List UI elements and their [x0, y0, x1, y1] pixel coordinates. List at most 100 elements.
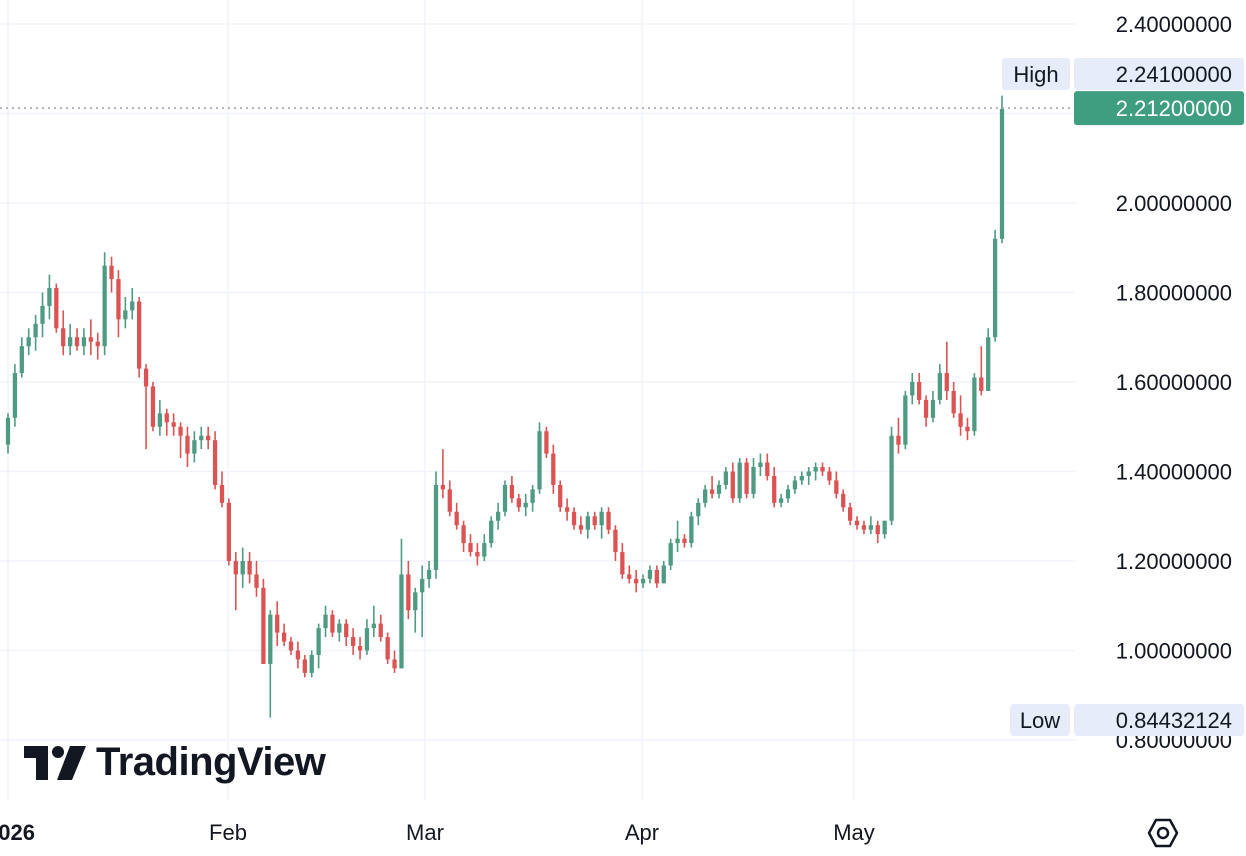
candle-up	[495, 511, 501, 521]
candle-down	[88, 337, 93, 342]
candle-up	[26, 337, 31, 347]
chart-grid	[0, 0, 1075, 800]
time-tick-label: Feb	[209, 820, 247, 845]
candle-up	[426, 569, 432, 579]
candle-up	[12, 373, 18, 418]
candle-down	[178, 426, 183, 436]
time-axis[interactable]: 2026 Feb Mar Apr May	[0, 820, 875, 845]
candle-up	[882, 520, 887, 535]
candle-down	[54, 288, 59, 329]
candle-down	[468, 543, 473, 553]
candle-up	[123, 310, 128, 320]
candle-up	[999, 109, 1005, 239]
candle-up	[889, 435, 894, 521]
settings-button[interactable]	[1146, 816, 1180, 850]
candle-down	[578, 525, 584, 530]
candle-down	[827, 471, 832, 481]
candle-up	[737, 462, 742, 499]
candle-up	[585, 516, 590, 530]
candle-up	[806, 471, 811, 476]
candle-down	[330, 614, 335, 633]
candle-down	[475, 552, 480, 557]
candle-up	[647, 569, 653, 579]
candle-down	[847, 507, 853, 521]
candle-up	[364, 628, 370, 651]
candle-up	[323, 614, 328, 629]
candle-up	[930, 399, 936, 418]
candle-down	[150, 386, 156, 427]
tradingview-logo-icon	[24, 745, 86, 780]
candle-down	[765, 462, 770, 476]
candle-down	[620, 552, 625, 575]
candle-up	[33, 323, 38, 338]
candle-up	[81, 337, 87, 347]
candle-down	[979, 377, 984, 391]
candle-up	[433, 484, 439, 570]
candle-up	[502, 484, 508, 512]
candle-down	[281, 632, 287, 642]
candle-down	[509, 484, 515, 499]
price-axis[interactable]: 2.40000000 2.00000000 1.80000000 1.60000000…	[1116, 12, 1232, 753]
candle-up	[716, 484, 722, 494]
candle-up	[309, 654, 314, 673]
candle-down	[951, 390, 956, 414]
candle-down	[295, 650, 301, 660]
candle-down	[109, 265, 114, 280]
candle-down	[875, 525, 880, 535]
candle-down	[454, 511, 459, 526]
candle-up	[703, 489, 708, 503]
candle-down	[350, 637, 356, 647]
candle-down	[744, 462, 749, 494]
price-tick-label: 1.60000000	[1116, 370, 1232, 395]
candle-down	[730, 471, 735, 499]
high-value: 2.24100000	[1116, 62, 1232, 87]
candle-down	[392, 659, 397, 669]
candle-up	[537, 431, 542, 490]
candle-up	[240, 561, 245, 575]
candle-down	[958, 413, 963, 427]
time-tick-label: Mar	[406, 820, 444, 845]
candle-down	[378, 623, 383, 638]
candle-up	[192, 440, 197, 454]
low-label: Low	[1020, 708, 1060, 733]
tradingview-brand[interactable]: TradingView	[24, 740, 326, 785]
candle-down	[385, 637, 390, 660]
candle-down	[627, 574, 632, 579]
candle-down	[143, 368, 149, 387]
last-price-value: 2.21200000	[1116, 96, 1232, 121]
candle-up	[130, 301, 135, 311]
candle-up	[268, 614, 273, 664]
price-tick-label: 1.80000000	[1116, 281, 1232, 306]
candle-up	[530, 489, 535, 503]
candle-up	[399, 574, 404, 669]
candle-up	[696, 502, 701, 517]
candle-down	[233, 561, 238, 575]
high-tag: High 2.24100000	[1002, 58, 1244, 90]
brand-name: TradingView	[96, 740, 326, 784]
candle-down	[61, 328, 66, 347]
high-label: High	[1013, 62, 1058, 87]
candle-up	[675, 538, 680, 544]
candle-up	[785, 489, 791, 499]
candle-down	[344, 623, 349, 638]
candle-up	[40, 305, 45, 324]
candle-down	[709, 489, 715, 494]
settings-icon	[1147, 818, 1179, 848]
candle-down	[772, 475, 777, 503]
candle-down	[613, 529, 618, 553]
low-tag: Low 0.84432124	[1010, 704, 1244, 736]
candle-down	[447, 489, 452, 512]
candle-down	[95, 341, 100, 347]
candle-down	[861, 525, 867, 530]
candle-up	[813, 467, 818, 472]
candle-up	[640, 578, 646, 584]
candle-down	[247, 561, 252, 575]
candle-down	[219, 484, 225, 503]
candle-up	[986, 337, 991, 391]
candle-up	[420, 578, 425, 593]
candle-down	[923, 399, 929, 418]
time-tick-label: Apr	[625, 820, 659, 845]
candle-down	[558, 484, 563, 508]
candle-down	[254, 574, 259, 588]
